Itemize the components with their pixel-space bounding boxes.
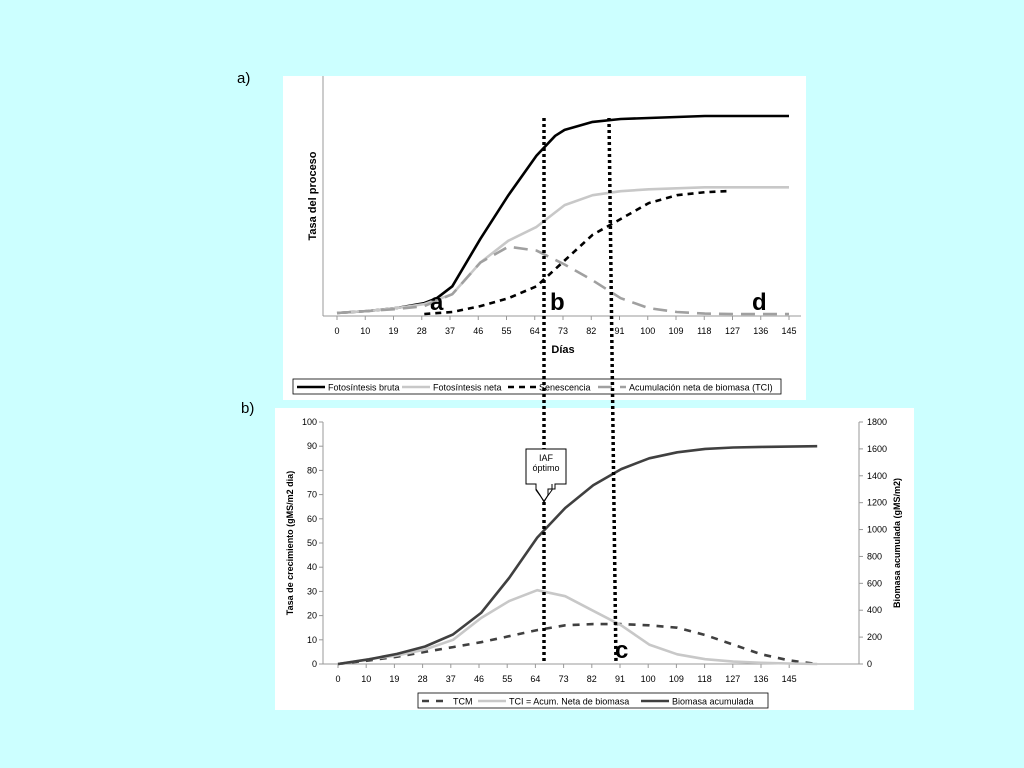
chart-a-legend bbox=[292, 378, 782, 395]
chart-b-y2-tick-label: 0 bbox=[867, 659, 872, 669]
chart-b-y2-axis-label: Biomasa acumulada (gMS/m2) bbox=[892, 478, 902, 608]
chart-b-x-tick-label: 19 bbox=[389, 674, 399, 684]
chart-a-x-tick-label: 64 bbox=[530, 326, 540, 336]
chart-a-x-tick-label: 82 bbox=[586, 326, 596, 336]
chart-b-x-tick-label: 64 bbox=[530, 674, 540, 684]
chart-b-x-tick-label: 73 bbox=[559, 674, 569, 684]
chart-a-x-tick-label: 73 bbox=[558, 326, 568, 336]
chart-a-x-tick-label: 28 bbox=[417, 326, 427, 336]
chart-b-x-tick-label: 109 bbox=[669, 674, 684, 684]
chart-a-x-tick-label: 10 bbox=[360, 326, 370, 336]
chart-b-y-tick-label: 50 bbox=[307, 538, 317, 548]
chart-a-series-fotosintesis-bruta bbox=[336, 114, 789, 315]
chart-a-x-axis-label: Días bbox=[551, 344, 574, 356]
chart-b-y2-tick-label: 1400 bbox=[867, 471, 887, 481]
chart-a-x-tick-label: 46 bbox=[473, 326, 483, 336]
chart-a-series-acumulacion-neta-de-biomasa-tci bbox=[336, 245, 789, 316]
chart-b-y-tick-label: 60 bbox=[307, 514, 317, 524]
chart-a-x-tick-label: 37 bbox=[445, 326, 455, 336]
chart-b-x-tick-label: 10 bbox=[361, 674, 371, 684]
chart-a-x-tick-label: 127 bbox=[725, 326, 740, 336]
callout-line-1: IAF bbox=[539, 453, 554, 463]
callout-arrow-tip bbox=[535, 484, 553, 502]
chart-b-y2-tick-label: 1200 bbox=[867, 498, 887, 508]
chart-b-y2-tick-label: 400 bbox=[867, 605, 882, 615]
chart-b-legend-label-tci-acum-neta-de-biomasa: TCI = Acum. Neta de biomasa bbox=[509, 697, 629, 707]
marker-c-vertical-line bbox=[607, 117, 618, 665]
chart-a-x-tick-label: 55 bbox=[501, 326, 511, 336]
chart-b-x-tick-label: 37 bbox=[446, 674, 456, 684]
chart-b-y-tick-label: 10 bbox=[307, 635, 317, 645]
chart-b-y2-tick-label: 800 bbox=[867, 551, 882, 561]
chart-b-y2-tick-label: 1000 bbox=[867, 525, 887, 535]
marker-c-label: c bbox=[615, 637, 628, 664]
chart-a-x-tick-label: 145 bbox=[781, 326, 796, 336]
callout-line-2: óptimo bbox=[532, 463, 559, 473]
chart-a-legend-label-fotosintesis-neta: Fotosíntesis neta bbox=[433, 383, 502, 393]
chart-b-y-tick-label: 100 bbox=[302, 417, 317, 427]
chart-b-x-tick-label: 28 bbox=[418, 674, 428, 684]
chart-b-series-tci-acum-neta-de-biomasa bbox=[337, 588, 818, 666]
chart-a-legend-label-senescencia: Senescencia bbox=[539, 383, 591, 393]
chart-b-y-axis-label: Tasa de crecimiento (gMS/m2 dia) bbox=[285, 471, 295, 615]
chart-a-x-tick-label: 118 bbox=[697, 326, 711, 336]
chart-b-x-tick-label: 136 bbox=[753, 674, 768, 684]
chart-a-y-axis-label: Tasa del proceso bbox=[307, 151, 319, 240]
chart-a-series-senescencia bbox=[424, 189, 727, 316]
chart-a-x-tick-label: 0 bbox=[334, 326, 339, 336]
chart-b-y-tick-label: 80 bbox=[307, 465, 317, 475]
chart-a-x-tick-label: 100 bbox=[640, 326, 655, 336]
chart-a-x-tick-label: 91 bbox=[614, 326, 624, 336]
panel-a-label: a) bbox=[237, 70, 251, 87]
chart-b-x-tick-label: 145 bbox=[782, 674, 797, 684]
marker-a-label: a bbox=[430, 289, 444, 316]
chart-b-x-tick-label: 91 bbox=[615, 674, 625, 684]
chart-b-y-tick-label: 90 bbox=[307, 441, 317, 451]
chart-a-x-tick-label: 19 bbox=[388, 326, 398, 336]
chart-b-y2-tick-label: 1600 bbox=[867, 444, 887, 454]
chart-b-y-tick-label: 40 bbox=[307, 562, 317, 572]
chart-a-x-tick-label: 136 bbox=[753, 326, 768, 336]
chart-b-y2-tick-label: 600 bbox=[867, 578, 882, 588]
chart-a-legend-label-acumulacion-neta-de-biomasa-tci: Acumulación neta de biomasa (TCI) bbox=[629, 383, 773, 393]
chart-b-y-tick-label: 70 bbox=[307, 490, 317, 500]
chart-a-legend-label-fotosintesis-bruta: Fotosíntesis bruta bbox=[328, 383, 400, 393]
chart-b-x-tick-label: 100 bbox=[641, 674, 656, 684]
chart-b-x-tick-label: 0 bbox=[335, 674, 340, 684]
chart-b-legend-label-biomasa-acumulada: Biomasa acumulada bbox=[672, 697, 754, 707]
panel-b-label: b) bbox=[241, 400, 255, 417]
chart-b-legend-label-tcm: TCM bbox=[453, 697, 473, 707]
marker-b-label: b bbox=[550, 289, 565, 316]
chart-b-x-tick-label: 82 bbox=[587, 674, 597, 684]
chart-a-series-fotosintesis-neta bbox=[336, 186, 789, 315]
chart-b-series-biomasa-acumulada bbox=[337, 444, 818, 666]
chart-b-x-tick-label: 127 bbox=[725, 674, 740, 684]
chart-b-y2-tick-label: 200 bbox=[867, 632, 882, 642]
chart-b-y-tick-label: 20 bbox=[307, 611, 317, 621]
chart-b-y-tick-label: 0 bbox=[312, 659, 317, 669]
marker-d-label: d bbox=[752, 289, 767, 316]
chart-b-y-tick-label: 30 bbox=[307, 586, 317, 596]
chart-b-x-tick-label: 118 bbox=[697, 674, 711, 684]
chart-b-y2-tick-label: 1800 bbox=[867, 417, 887, 427]
chart-a-x-tick-label: 109 bbox=[668, 326, 683, 336]
chart-b-x-tick-label: 55 bbox=[502, 674, 512, 684]
chart-b-legend bbox=[417, 692, 769, 709]
chart-b-x-tick-label: 46 bbox=[474, 674, 484, 684]
chart-b-series-tcm bbox=[337, 622, 818, 666]
